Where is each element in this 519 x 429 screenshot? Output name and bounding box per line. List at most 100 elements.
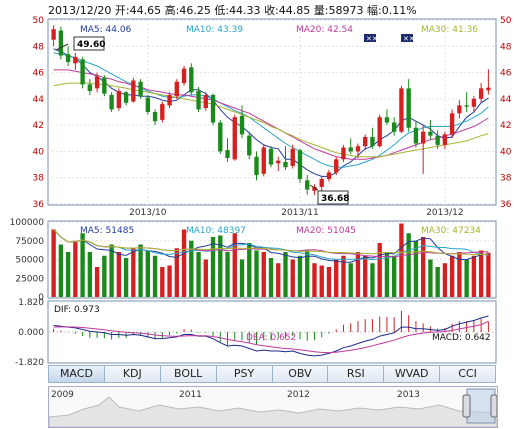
candle-body (123, 92, 129, 103)
candle-body (384, 117, 390, 123)
candle-body (254, 156, 259, 176)
overview-navigator[interactable]: 2009 2011 2012 2013 (48, 386, 498, 428)
candle-body (167, 94, 172, 106)
candle-body (247, 135, 252, 156)
volume-bar (384, 252, 390, 297)
date-label: 2013/12 (426, 208, 463, 218)
price-panel[interactable] (47, 18, 497, 206)
price-tick-right: 48 (500, 42, 512, 52)
tab-obv[interactable]: OBV (271, 365, 328, 383)
volume-bar (138, 244, 143, 297)
vol-ma10-legend: MA10: 48397 (186, 226, 246, 236)
high-marker-label: 49.60 (77, 40, 105, 50)
volume-bar (435, 267, 440, 297)
volume-bar (210, 237, 216, 297)
volume-bar (94, 267, 100, 297)
volume-bar (348, 263, 353, 297)
candle-body (109, 94, 114, 110)
tab-cci[interactable]: CCI (439, 365, 496, 383)
candle-body (392, 122, 397, 132)
volume-bar (152, 255, 158, 297)
candle-body (65, 54, 71, 63)
overview-selection[interactable] (466, 388, 496, 424)
svg-text:✕✕: ✕✕ (403, 35, 415, 43)
volume-ma-line (53, 229, 489, 261)
volume-ma-line (53, 229, 489, 263)
tab-boll[interactable]: BOLL (159, 365, 216, 383)
volume-bar (247, 243, 252, 297)
tab-kdj[interactable]: KDJ (103, 365, 160, 383)
volume-value: 58973 (328, 4, 364, 17)
price-tick-left: 38 (33, 174, 45, 184)
close-label: 收: (264, 4, 279, 17)
event-marker-icon[interactable]: ✕✕ (401, 34, 415, 43)
volume-tick: 25000 (15, 274, 44, 284)
tab-rsi[interactable]: RSI (327, 365, 384, 383)
high-label: 高: (164, 4, 180, 17)
volume-bar (478, 250, 484, 297)
vol-ma30-legend: MA30: 47234 (421, 226, 481, 236)
overview-left-handle[interactable] (462, 394, 471, 418)
candle-body (261, 147, 266, 174)
candle-body (189, 67, 194, 93)
price-tick-left: 40 (33, 147, 45, 157)
candle-body (297, 150, 303, 180)
candle-body (413, 127, 419, 144)
dif-legend: DIF: 0.973 (54, 305, 100, 315)
volume-bar (116, 252, 122, 297)
change-value: 0.11% (381, 4, 417, 17)
candle-body (290, 148, 295, 166)
candle-body (435, 135, 440, 145)
candle-body (160, 104, 165, 120)
volume-bar (406, 233, 411, 297)
volume-bar (167, 265, 172, 297)
price-tick-right: 50 (500, 16, 512, 26)
event-marker-icon[interactable]: ✕✕ (364, 34, 378, 43)
volume-bar (102, 255, 107, 297)
vol-ma5-legend: MA5: 51485 (80, 226, 134, 236)
volume-bar (131, 248, 136, 297)
date-axis: 2013/10 2013/11 2013/12 (129, 208, 463, 218)
volume-bar (51, 229, 56, 297)
indicator-tabs: MACD KDJ BOLL PSY OBV RSI WVAD CCI (48, 365, 496, 383)
quote-date: 2013/12/20 (48, 4, 112, 17)
candle-body (218, 122, 223, 152)
price-tick-right: 38 (500, 174, 512, 184)
overview-area (49, 396, 497, 427)
price-tick-right: 46 (500, 69, 512, 79)
macd-tick: 1.820 (18, 298, 44, 308)
candle-body (181, 68, 187, 84)
low-price-marker: 36.68 (309, 184, 349, 205)
tab-wvad[interactable]: WVAD (383, 365, 440, 383)
macd-tick: -1.820 (15, 358, 44, 368)
price-grid (48, 19, 496, 205)
candle-body (442, 134, 448, 145)
volume-tick: 50000 (15, 256, 44, 266)
candles (51, 25, 491, 196)
tab-macd[interactable]: MACD (48, 365, 104, 383)
macd-tick: 0.000 (18, 328, 44, 338)
volume-bar (326, 267, 332, 297)
volume-bar (370, 263, 375, 297)
volume-bar (87, 252, 93, 297)
volume-bar (312, 263, 317, 297)
price-tick-left: 48 (33, 42, 45, 52)
price-tick-left: 50 (33, 16, 45, 26)
volume-axis: 0 25000 50000 75000 100000 (10, 218, 45, 303)
candle-body (196, 90, 201, 110)
volume-ma-lines (53, 229, 489, 263)
tab-psy[interactable]: PSY (215, 365, 272, 383)
volume-ma-line (53, 229, 489, 256)
volume-bar (442, 263, 448, 297)
ma30-legend: MA30: 41.36 (421, 25, 478, 35)
volume-bar (196, 252, 201, 297)
candle-body (348, 147, 353, 152)
dea-legend: DEA: 0.652 (246, 333, 296, 343)
vol-ma20-legend: MA20: 51045 (296, 226, 356, 236)
candle-body (449, 113, 455, 135)
open-value: 44.65 (129, 4, 162, 17)
overview-right-handle[interactable] (490, 394, 497, 418)
candle-body (94, 76, 100, 89)
candle-body (399, 88, 404, 132)
